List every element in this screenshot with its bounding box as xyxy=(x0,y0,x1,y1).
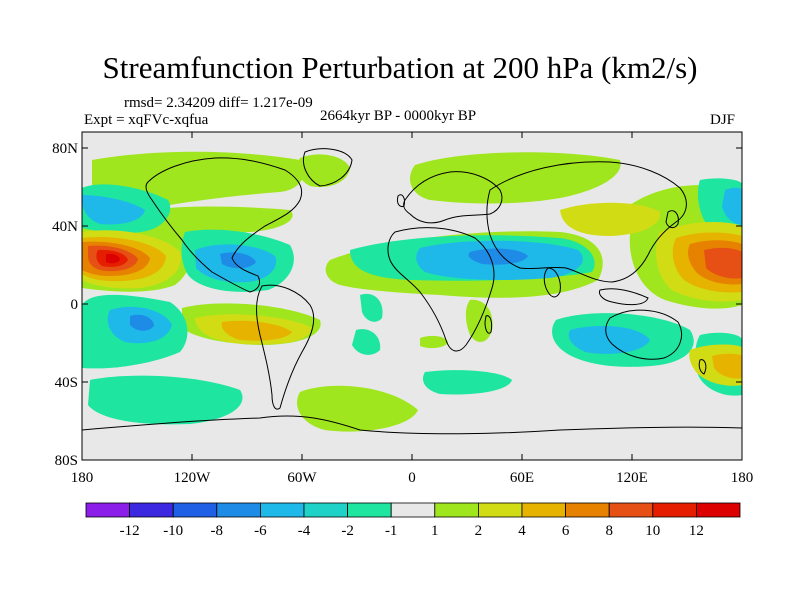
colorbar-label: 2 xyxy=(475,523,483,539)
period-label: 2664kyr BP - 0000kyr BP xyxy=(320,108,477,124)
coast-japan xyxy=(665,210,679,229)
x-tick-label: 180 xyxy=(71,470,94,486)
y-axis: 80N 40N 0 40S 80S xyxy=(52,141,742,469)
chart-title: Streamfunction Perturbation at 200 hPa (… xyxy=(102,50,698,85)
coast-asia xyxy=(486,161,687,283)
colorbar-swatch xyxy=(652,502,697,518)
colorbar-label: -4 xyxy=(298,523,311,539)
coast-indonesia xyxy=(599,288,649,306)
x-tick-label: 0 xyxy=(408,470,416,486)
x-tick-label: 120E xyxy=(616,470,648,486)
coast-australia xyxy=(605,309,682,360)
contour-eurasia-green xyxy=(410,152,621,204)
contour-eafrica-green xyxy=(420,335,448,349)
colorbar-label: 8 xyxy=(605,523,613,539)
contour-wpac-blue xyxy=(82,195,145,225)
coast-north-america xyxy=(145,157,303,293)
colorbar-swatch xyxy=(259,502,305,518)
colorbar-label: 10 xyxy=(645,523,660,539)
coast-greenland xyxy=(303,148,353,187)
colorbar-label: 6 xyxy=(562,523,570,539)
contour-sepac-orange xyxy=(712,353,742,379)
colorbar-swatch xyxy=(216,502,261,518)
y-tick-label: 40S xyxy=(55,375,78,391)
colorbar-swatch xyxy=(608,502,654,518)
x-tick-label: 60W xyxy=(287,470,317,486)
contour-mideast-darker xyxy=(468,248,528,265)
colorbar-swatch xyxy=(521,502,566,518)
colorbar-swatch xyxy=(477,502,523,518)
colorbar-swatch xyxy=(434,502,479,518)
colorbar-swatch xyxy=(390,502,436,518)
y-tick-label: 80N xyxy=(52,141,78,157)
colorbar-swatch xyxy=(129,502,174,518)
colorbar-swatch xyxy=(347,502,392,518)
contour-braz-cyan xyxy=(352,329,381,355)
contour-spac-darker xyxy=(130,314,154,331)
colorbar-label: -2 xyxy=(341,523,354,539)
coast-antarctica xyxy=(82,415,742,435)
y-tick-label: 0 xyxy=(71,297,79,313)
coastlines xyxy=(82,148,742,435)
contour-natl-yellow xyxy=(560,202,661,236)
y-tick-label: 80S xyxy=(55,453,78,469)
coast-madagascar xyxy=(484,315,493,334)
colorbar-swatch xyxy=(172,502,218,518)
colorbar-label: -6 xyxy=(254,523,267,539)
colorbar-label: -1 xyxy=(385,523,398,539)
colorbar-label: -10 xyxy=(163,523,183,539)
x-axis: 180 120W 60W 0 60E 120E 180 xyxy=(71,132,754,486)
coast-india xyxy=(543,267,561,298)
x-tick-label: 120W xyxy=(174,470,212,486)
colorbar-swatch xyxy=(85,502,130,518)
contour-carib-darker xyxy=(220,252,256,269)
colorbar-swatch xyxy=(303,502,348,518)
coast-europe xyxy=(403,171,503,224)
contour-sam-orange xyxy=(221,320,292,341)
colorbar-label: 12 xyxy=(689,523,704,539)
contour-sind-cyan xyxy=(422,370,512,395)
experiment-label: Expt = xqFVc-xqfua xyxy=(84,112,209,128)
contour-npac-core xyxy=(106,253,120,264)
colorbar-label: -8 xyxy=(211,523,224,539)
colorbar-label: 1 xyxy=(431,523,439,539)
contour-satl-cyan xyxy=(360,293,383,322)
coast-uk xyxy=(397,194,405,207)
contour-sind-blue xyxy=(568,325,650,354)
contour-field xyxy=(82,132,742,460)
colorbar: -12 -10 -8 -6 -4 -2 -1 1 2 4 6 8 10 12 xyxy=(85,502,741,539)
coast-south-america xyxy=(256,284,315,410)
contour-epac-red xyxy=(704,247,742,279)
colorbar-label: -12 xyxy=(120,523,140,539)
contour-eastpac-blue xyxy=(722,187,742,225)
x-tick-label: 60E xyxy=(510,470,534,486)
coast-africa xyxy=(387,227,495,352)
season-label: DJF xyxy=(710,112,736,128)
y-tick-label: 40N xyxy=(52,219,78,235)
stats-label: rmsd= 2.34209 diff= 1.217e-09 xyxy=(124,95,313,111)
coast-new-zealand xyxy=(698,359,707,375)
colorbar-swatch xyxy=(696,502,741,518)
contour-sop-cyan xyxy=(88,375,243,425)
colorbar-swatch xyxy=(565,502,610,518)
colorbar-label: 4 xyxy=(518,523,526,539)
x-tick-label: 180 xyxy=(731,470,754,486)
